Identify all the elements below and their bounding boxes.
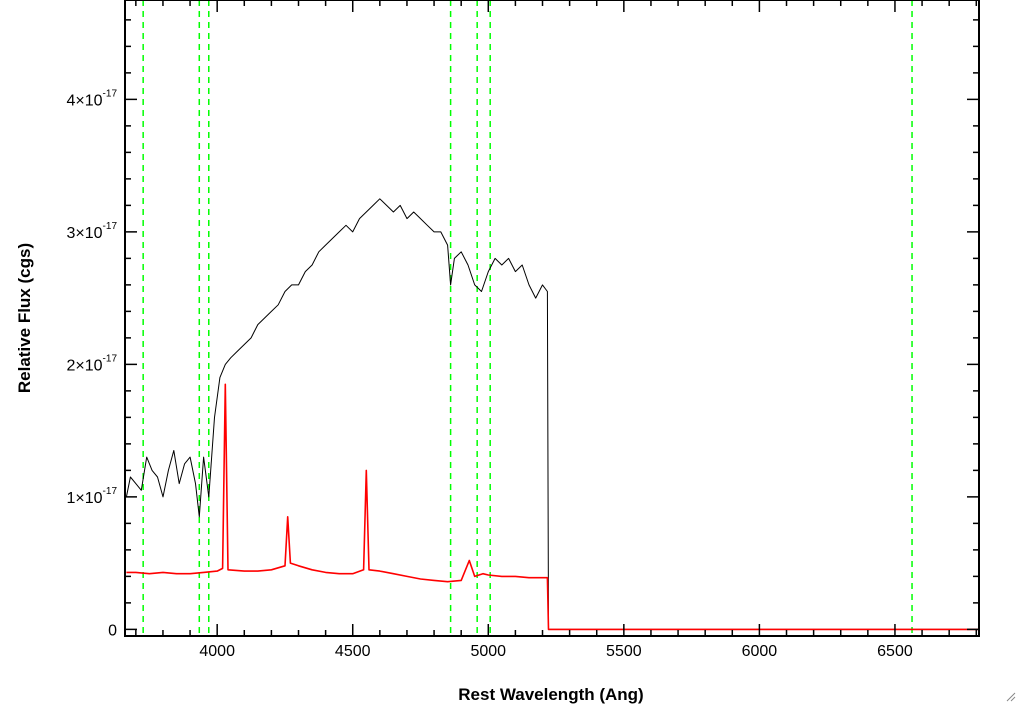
tick-labels: 4000 4500 5000 5500 6000 6500 0 1×10-17 2×10-17 3… bbox=[67, 88, 913, 660]
axes bbox=[124, 0, 980, 637]
y-tick-label: 0 bbox=[108, 622, 117, 639]
y-tick-label: 4×10-17 bbox=[67, 88, 118, 109]
x-axis-label: Rest Wavelength (Ang) bbox=[458, 685, 643, 704]
x-tick-label: 6500 bbox=[877, 643, 913, 660]
error-line bbox=[126, 383, 979, 631]
resize-grip-icon[interactable] bbox=[1004, 690, 1016, 702]
y-tick-label: 1×10-17 bbox=[67, 486, 118, 507]
x-tick-label: 5000 bbox=[470, 643, 506, 660]
x-tick-label: 4000 bbox=[199, 643, 235, 660]
y-tick-label: 3×10-17 bbox=[67, 221, 118, 242]
plot-frame bbox=[124, 0, 980, 637]
y-axis-label: Relative Flux (cgs) bbox=[15, 243, 34, 393]
reference-lines bbox=[142, 0, 913, 636]
x-tick-label: 5500 bbox=[606, 643, 642, 660]
x-tick-label: 6000 bbox=[742, 643, 778, 660]
x-tick-label: 4500 bbox=[335, 643, 371, 660]
series-layer bbox=[125, 198, 979, 631]
y-tick-label: 2×10-17 bbox=[67, 353, 118, 374]
spectrum-line bbox=[125, 198, 979, 630]
